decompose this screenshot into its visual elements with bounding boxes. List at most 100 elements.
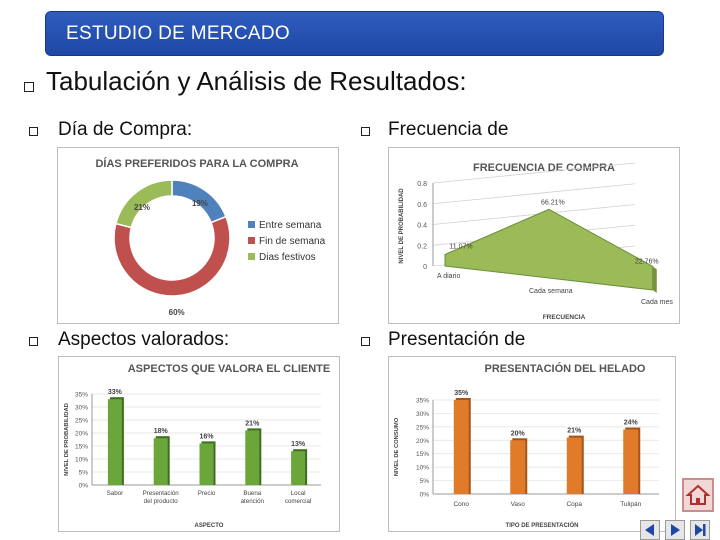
x-tick-label: Precio xyxy=(198,490,216,497)
bullet-icon xyxy=(361,127,370,136)
chart-presentacion-frame: PRESENTACIÓN DEL HELADO 0% 5% 10% 15% 20% 25% 3… xyxy=(388,356,676,532)
x-tick-label: Local xyxy=(291,490,306,497)
y-tick-label: 25% xyxy=(416,424,429,431)
area-series xyxy=(444,208,654,291)
data-label: 35% xyxy=(454,390,469,397)
data-label: 60% xyxy=(169,308,185,317)
y-tick-label: 20% xyxy=(416,438,429,445)
data-label: 20% xyxy=(511,430,526,437)
x-axis-label: TIPO DE PRESENTACIÓN xyxy=(506,521,579,529)
y-axis-label: NIVEL DE CONSUMO xyxy=(394,417,400,476)
bar-precio xyxy=(199,443,214,485)
y-tick-label: 35% xyxy=(416,398,429,405)
y-tick-label: 20% xyxy=(75,431,88,438)
subheading-presentacion: Presentación de xyxy=(388,329,526,350)
subheading-aspectos: Aspectos valorados: xyxy=(58,329,230,350)
next-arrow-icon xyxy=(671,524,680,536)
legend-entry: Fin de semana xyxy=(259,236,326,247)
x-tick-label: del producto xyxy=(144,498,179,505)
data-label: 18% xyxy=(154,428,169,435)
page-heading: Tabulación y Análisis de Resultados: xyxy=(46,66,467,96)
data-label: 11.07% xyxy=(449,244,472,251)
data-label: 21% xyxy=(245,420,260,427)
data-label: 13% xyxy=(291,441,306,448)
x-axis-label: ASPECTO xyxy=(195,523,224,529)
chart-dias-frame: DÍAS PREFERIDOS PARA LA COMPRA 19% 60% 21% E… xyxy=(57,147,339,324)
x-tick-label: Cada mes xyxy=(641,299,673,306)
y-tick-label: 0% xyxy=(420,492,430,499)
chart-title: PRESENTACIÓN DEL HELADO xyxy=(485,362,646,375)
y-tick-label: 15% xyxy=(75,444,88,451)
y-tick-label: 0.8 xyxy=(417,181,427,188)
chart-aspectos: ASPECTOS QUE VALORA EL CLIENTE 0% 5% 10% 15%… xyxy=(64,363,331,529)
data-label: 21% xyxy=(134,203,150,212)
last-arrow-icon xyxy=(695,524,706,536)
y-axis-label: NIVEL DE PROBABILIDAD xyxy=(64,403,70,476)
y-tick-label: 10% xyxy=(75,457,88,464)
x-tick-label: comercial xyxy=(285,498,311,505)
y-tick-label: 30% xyxy=(75,405,88,412)
legend-swatch xyxy=(248,253,255,260)
slice-fin-de-semana xyxy=(113,215,231,297)
x-tick-label: Vaso xyxy=(511,501,526,508)
title-banner: ESTUDIO DE MERCADO xyxy=(45,11,664,56)
bullet-icon xyxy=(361,337,370,346)
gridline xyxy=(432,204,636,225)
x-axis-label: FRECUENCIA xyxy=(543,314,586,321)
subheading-dia: Día de Compra: xyxy=(58,119,193,140)
x-tick-label: A diario xyxy=(437,273,460,280)
next-slide-button[interactable] xyxy=(665,520,685,540)
bar-local-comercial xyxy=(291,451,306,485)
x-tick-label: Presentación xyxy=(143,490,180,497)
data-label: 19% xyxy=(192,199,208,208)
y-tick-label: 0% xyxy=(79,483,89,490)
x-tick-label: Buena xyxy=(243,490,261,497)
chart-title: DÍAS PREFERIDOS PARA LA COMPRA xyxy=(95,157,298,170)
y-tick-label: 25% xyxy=(75,418,88,425)
subheading-frecuencia: Frecuencia de xyxy=(388,119,509,140)
bar-cono xyxy=(453,400,469,494)
y-tick-label: 0.4 xyxy=(417,223,427,230)
x-tick-label: Tulipán xyxy=(620,501,641,508)
data-label: 66.21% xyxy=(541,199,565,206)
bullet-icon xyxy=(29,337,38,346)
home-icon xyxy=(685,484,711,505)
y-axis-label: NIVEL DE PROBABILIDAD xyxy=(399,188,405,264)
legend-entry: Entre semana xyxy=(259,220,322,231)
y-tick-label: 0.2 xyxy=(417,243,427,250)
data-label: 16% xyxy=(199,433,214,440)
bar-copa xyxy=(566,437,582,494)
legend-swatch xyxy=(248,221,255,228)
gridline xyxy=(432,183,636,205)
chart-frecuencia: FRECUENCIA DE COMPRA 0 0.2 0.4 0.6 0.8 11.07% 6… xyxy=(399,162,673,321)
bullet-icon xyxy=(24,82,34,92)
x-tick-label: Copa xyxy=(566,501,582,508)
prev-slide-button[interactable] xyxy=(640,520,660,540)
x-tick-label: Cada semana xyxy=(529,288,573,295)
chart-aspectos-frame: ASPECTOS QUE VALORA EL CLIENTE 0% 5% 10% 15%… xyxy=(58,356,340,532)
x-tick-label: Cono xyxy=(453,501,469,508)
chart-title: ASPECTOS QUE VALORA EL CLIENTE xyxy=(128,363,331,375)
x-tick-label: Sabor xyxy=(107,490,124,497)
data-label: 24% xyxy=(624,420,639,427)
prev-arrow-icon xyxy=(645,524,654,536)
bar-vaso xyxy=(510,440,526,494)
legend-swatch xyxy=(248,237,255,244)
y-tick-label: 5% xyxy=(420,478,430,485)
home-button[interactable] xyxy=(682,478,714,512)
area-side xyxy=(652,266,657,293)
x-tick-label: atención xyxy=(241,498,265,505)
y-tick-label: 15% xyxy=(416,451,429,458)
bar-presentación-del-producto xyxy=(153,438,168,485)
y-tick-label: 30% xyxy=(416,411,429,418)
y-tick-label: 35% xyxy=(75,392,88,399)
legend-entry: Dias festivos xyxy=(259,252,316,263)
chart-presentacion: PRESENTACIÓN DEL HELADO 0% 5% 10% 15% 20% 25% 3… xyxy=(394,362,659,529)
last-slide-button[interactable] xyxy=(690,520,710,540)
data-label: 22.76% xyxy=(635,258,659,265)
data-label: 21% xyxy=(567,428,582,435)
slide-title: ESTUDIO DE MERCADO xyxy=(66,23,290,44)
y-tick-label: 0 xyxy=(423,264,427,271)
chart-frecuencia-frame: FRECUENCIA DE COMPRA 0 0.2 0.4 0.6 0.8 11.07% 6… xyxy=(388,147,680,324)
bullet-icon xyxy=(29,127,38,136)
